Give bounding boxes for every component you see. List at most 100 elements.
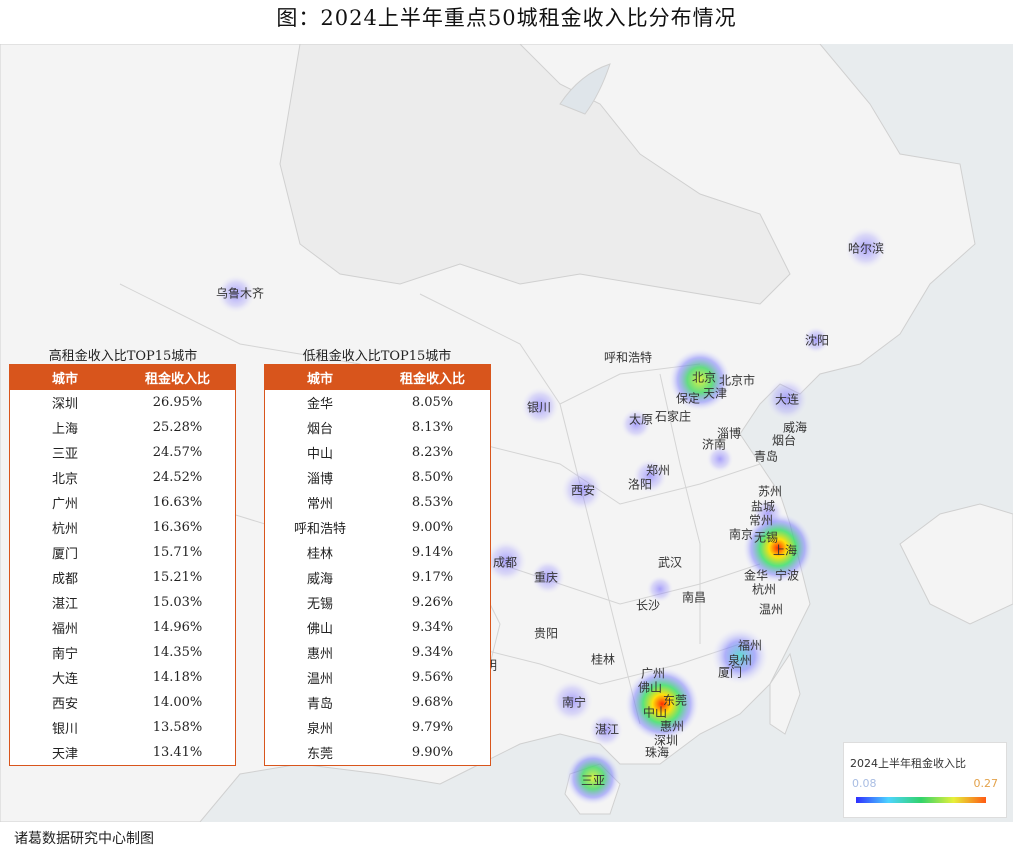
low-table-city-cell: 常州: [306, 497, 333, 512]
city-label: 西安: [570, 483, 596, 498]
mongolia-region: [279, 44, 791, 305]
heat-blob: [765, 377, 809, 421]
high-table-ratio-cell: 14.18%: [152, 670, 203, 685]
city-label: 盐城: [750, 499, 776, 514]
city-label: 石家庄: [654, 409, 692, 424]
city-label: 大连: [774, 392, 800, 407]
city-label: 金华: [743, 568, 769, 583]
high-table-ratio-cell: 26.95%: [152, 395, 203, 410]
low-table-city-cell: 烟台: [306, 422, 333, 437]
city-label: 桂林: [590, 652, 616, 667]
low-table-city-cell: 淄博: [306, 472, 333, 487]
city-label: 厦门: [717, 665, 743, 680]
city-label: 中山: [642, 705, 668, 720]
high-table-ratio-cell: 24.52%: [152, 470, 203, 485]
high-table-row: 北京 24.52%: [10, 465, 236, 490]
city-label: 珠海: [644, 745, 670, 760]
city-label: 太原: [628, 412, 654, 427]
low-table-ratio-cell: 9.14%: [411, 545, 454, 560]
low-table-city-cell: 威海: [306, 572, 333, 587]
city-label: 北京: [691, 370, 717, 385]
high-table-row: 广州 16.63%: [10, 490, 236, 515]
low-table-row: 中山 8.23%: [265, 440, 491, 465]
city-label: 乌鲁木齐: [215, 286, 265, 301]
china-heat-map[interactable]: 哈尔滨 沈阳 乌鲁木齐 呼和浩特 北京 北京市 天津 保定 大连 威海 烟台 太原 石家庄 淄博 济南 青岛银…: [0, 44, 1013, 822]
high-table-ratio-cell: 15.71%: [152, 545, 203, 560]
low-table-ratio-cell: 9.79%: [411, 720, 454, 735]
high-table-city-cell: 南宁: [51, 647, 78, 662]
low-table-city-cell: 中山: [306, 447, 333, 462]
high-table-ratio-cell: 13.58%: [152, 720, 203, 735]
city-label: 淄博: [716, 426, 742, 441]
low-table-ratio-cell: 8.50%: [411, 470, 454, 485]
low-table-row: 金华 8.05%: [265, 390, 491, 415]
high-table-header-ratio: 租金收入比: [120, 364, 236, 390]
low-table-ratio-cell: 8.23%: [411, 445, 454, 460]
high-table-header-city: 城市: [9, 364, 120, 390]
high-table-row: 西安 14.00%: [10, 690, 236, 715]
high-table-city-cell: 深圳: [51, 397, 78, 412]
city-label: 苏州: [757, 484, 783, 499]
low-table-ratio-cell: 9.17%: [411, 570, 454, 585]
low-table-row: 淄博 8.50%: [265, 465, 491, 490]
high-table-city-cell: 银川: [51, 722, 78, 737]
high-table-row: 三亚 24.57%: [10, 440, 236, 465]
province-border: [479, 443, 761, 505]
heat-blob: [550, 679, 594, 723]
low-table-city-cell: 金华: [306, 397, 333, 412]
heat-blob: [624, 666, 700, 742]
high-table-ratio-cell: 16.63%: [152, 495, 203, 510]
high-table-row: 大连 14.18%: [10, 665, 236, 690]
low-table-row: 桂林 9.14%: [265, 540, 491, 565]
low-table-header-ratio: 租金收入比: [375, 364, 491, 390]
color-legend: 2024上半年租金收入比 0.08 0.27: [843, 742, 1007, 818]
high-table-row: 深圳 26.95%: [10, 390, 236, 415]
legend-min: 0.08: [852, 777, 877, 790]
high-table-city-cell: 湛江: [51, 597, 78, 612]
city-label: 银川: [526, 400, 552, 415]
city-label: 无锡: [753, 530, 779, 545]
high-table-city-cell: 上海: [51, 422, 78, 437]
low-table-row: 常州 8.53%: [265, 490, 491, 515]
high-table-row: 福州 14.96%: [10, 615, 236, 640]
low-table-city-cell: 佛山: [306, 622, 333, 637]
heat-blob: [520, 386, 560, 426]
city-label: 湛江: [594, 722, 620, 737]
low-table-ratio-cell: 8.13%: [411, 420, 454, 435]
city-label: 东莞: [662, 693, 688, 708]
city-label: 南京: [728, 527, 754, 542]
city-label: 泉州: [727, 653, 753, 668]
source-caption: 诸葛数据研究中心制图: [14, 831, 154, 847]
low-table-city-cell: 青岛: [306, 697, 333, 712]
low-table-ratio-cell: 9.56%: [411, 670, 454, 685]
high-table-row: 厦门 15.71%: [10, 540, 236, 565]
heat-blob: [530, 559, 566, 595]
high-table-row: 湛江 15.03%: [10, 590, 236, 615]
low-table-city-cell: 呼和浩特: [293, 522, 346, 537]
low-table-city-cell: 泉州: [306, 722, 333, 737]
city-label: 佛山: [637, 680, 663, 695]
low-table-ratio-cell: 9.34%: [411, 645, 454, 660]
city-label: 哈尔滨: [847, 241, 885, 256]
low-table-row: 泉州 9.79%: [265, 715, 491, 740]
city-label: 成都: [492, 555, 518, 570]
high-table-city-cell: 广州: [51, 497, 78, 512]
low-table-city-cell: 无锡: [306, 597, 333, 612]
low-table-ratio-cell: 9.34%: [411, 620, 454, 635]
high-table-city-cell: 大连: [51, 672, 78, 687]
low-table-ratio-cell: 9.26%: [411, 595, 454, 610]
heat-blob: [646, 575, 674, 603]
city-label: 郑州: [645, 463, 671, 478]
high-ratio-table: 城市 租金收入比 深圳 26.95% 上海 25.28% 三亚 24.57% 北京 24.52…: [9, 364, 236, 766]
high-table-title: 高租金收入比TOP15城市: [48, 349, 198, 364]
chart-title: 图：2024上半年重点50城租金收入比分布情况: [276, 6, 737, 30]
city-label: 天津: [702, 386, 728, 401]
high-table-ratio-cell: 14.35%: [152, 645, 203, 660]
map-canvas: [0, 44, 1013, 822]
city-label: 南昌: [681, 590, 707, 605]
high-table-city-cell: 成都: [51, 572, 78, 587]
heat-blob: [668, 348, 732, 412]
legend-max: 0.27: [973, 777, 999, 790]
low-table-row: 呼和浩特 9.00%: [265, 515, 491, 540]
city-label: 青岛: [753, 449, 779, 464]
